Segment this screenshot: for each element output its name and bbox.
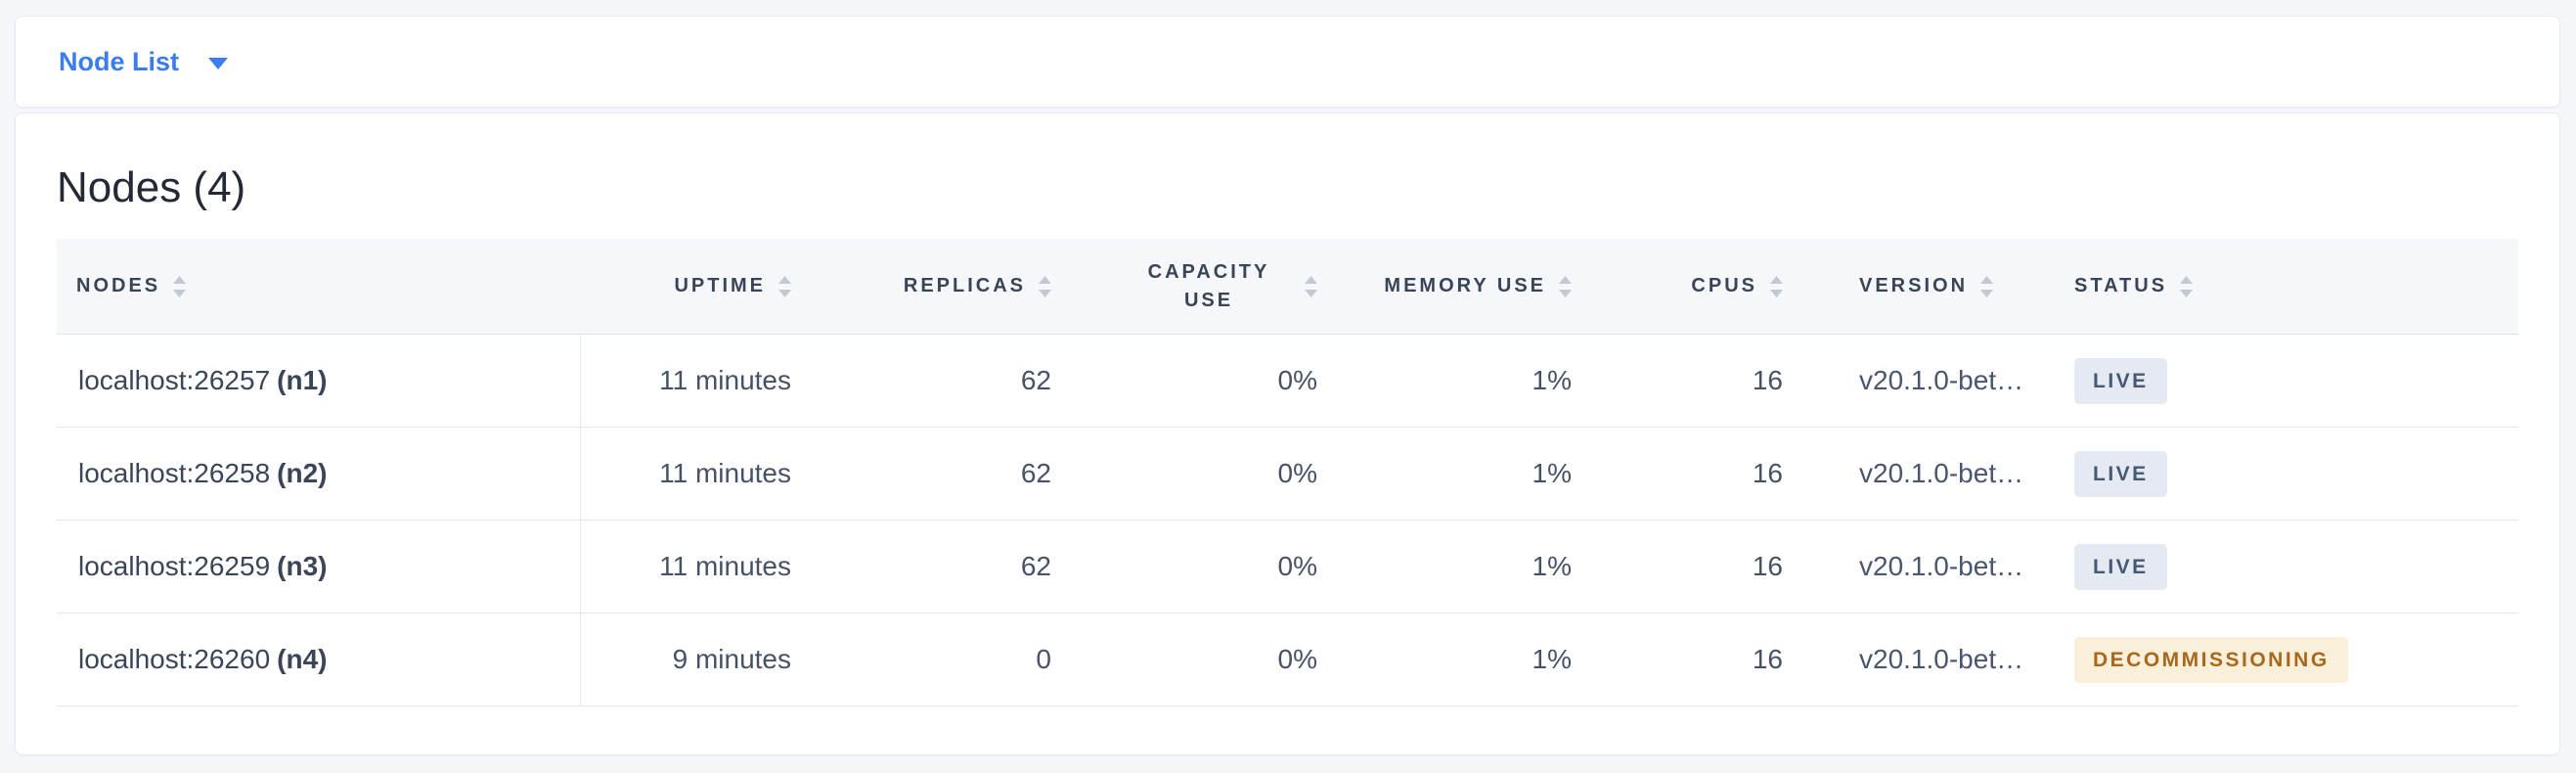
table-row: localhost:26257 (n1) 11 minutes 62 0% 1% … <box>57 334 2518 429</box>
sort-arrows-icon <box>1559 275 1572 297</box>
status-badge: DECOMMISSIONING <box>2074 636 2348 683</box>
node-address-cell: localhost:26259 (n3) <box>57 520 581 614</box>
replicas-cell: 62 <box>824 334 1085 429</box>
version-cell: v20.1.0-bet… <box>1816 427 2040 522</box>
status-cell: LIVE <box>2040 520 2518 614</box>
sort-arrows-icon <box>1770 275 1783 297</box>
nodes-card: Nodes (4) NODES UPTIME REPLIC <box>15 113 2560 755</box>
memory-use-cell: 1% <box>1351 427 1605 522</box>
version-cell: v20.1.0-bet… <box>1816 334 2040 429</box>
column-header-version[interactable]: VERSION <box>1816 239 2040 336</box>
replicas-cell: 62 <box>824 520 1085 614</box>
nodes-table: NODES UPTIME REPLICAS CAPACITY USE <box>57 239 2518 707</box>
node-list-dropdown[interactable]: Node List <box>59 46 229 77</box>
capacity-use-cell: 0% <box>1085 334 1351 429</box>
column-header-nodes[interactable]: NODES <box>57 239 580 336</box>
column-header-cpus[interactable]: CPUS <box>1605 239 1816 336</box>
uptime-cell: 9 minutes <box>580 613 824 707</box>
column-header-status[interactable]: STATUS <box>2040 239 2518 336</box>
sort-arrows-icon <box>1305 275 1317 297</box>
column-header-capacity-use[interactable]: CAPACITY USE <box>1085 239 1351 336</box>
cpus-cell: 16 <box>1605 427 1816 522</box>
sort-arrows-icon <box>1980 275 1994 297</box>
caret-down-icon <box>208 58 229 69</box>
memory-use-cell: 1% <box>1351 520 1605 614</box>
node-address: localhost:26260 <box>78 644 271 675</box>
table-row: localhost:26259 (n3) 11 minutes 62 0% 1% … <box>57 520 2518 614</box>
node-address-cell: localhost:26258 (n2) <box>57 427 581 522</box>
status-badge: LIVE <box>2074 543 2167 590</box>
capacity-use-cell: 0% <box>1085 427 1351 522</box>
page-title: Nodes (4) <box>57 163 246 211</box>
sort-arrows-icon <box>2180 275 2194 297</box>
node-address-cell: localhost:26260 (n4) <box>57 613 581 707</box>
column-header-replicas[interactable]: REPLICAS <box>824 239 1085 336</box>
node-id: (n4) <box>277 644 328 675</box>
node-address: localhost:26258 <box>78 458 271 489</box>
cpus-cell: 16 <box>1605 520 1816 614</box>
node-list-dropdown-label: Node List <box>59 46 180 76</box>
uptime-cell: 11 minutes <box>580 520 824 614</box>
capacity-use-cell: 0% <box>1085 520 1351 614</box>
column-header-uptime[interactable]: UPTIME <box>580 239 824 336</box>
status-cell: LIVE <box>2040 427 2518 522</box>
version-cell: v20.1.0-bet… <box>1816 613 2040 707</box>
version-cell: v20.1.0-bet… <box>1816 520 2040 614</box>
replicas-cell: 0 <box>824 613 1085 707</box>
status-badge: LIVE <box>2074 450 2167 497</box>
cpus-cell: 16 <box>1605 334 1816 429</box>
column-header-memory-use[interactable]: MEMORY USE <box>1351 239 1605 336</box>
node-address-cell: localhost:26257 (n1) <box>57 334 581 429</box>
capacity-use-cell: 0% <box>1085 613 1351 707</box>
uptime-cell: 11 minutes <box>580 427 824 522</box>
replicas-cell: 62 <box>824 427 1085 522</box>
table-row: localhost:26258 (n2) 11 minutes 62 0% 1% … <box>57 427 2518 522</box>
node-address: localhost:26257 <box>78 365 271 396</box>
node-id: (n1) <box>277 365 328 396</box>
memory-use-cell: 1% <box>1351 334 1605 429</box>
cpus-cell: 16 <box>1605 613 1816 707</box>
table-header-row: NODES UPTIME REPLICAS CAPACITY USE <box>57 239 2518 336</box>
view-selector-bar: Node List <box>15 16 2560 108</box>
table-row: localhost:26260 (n4) 9 minutes 0 0% 1% 16… <box>57 613 2518 707</box>
status-badge: LIVE <box>2074 357 2167 404</box>
node-id: (n2) <box>277 458 328 489</box>
memory-use-cell: 1% <box>1351 613 1605 707</box>
uptime-cell: 11 minutes <box>580 334 824 429</box>
sort-arrows-icon <box>778 275 791 297</box>
sort-arrows-icon <box>1039 275 1051 297</box>
status-cell: DECOMMISSIONING <box>2040 613 2518 707</box>
sort-arrows-icon <box>173 275 187 297</box>
status-cell: LIVE <box>2040 334 2518 429</box>
node-address: localhost:26259 <box>78 551 271 582</box>
page: Node List Nodes (4) NODES UPTIME <box>15 16 2560 755</box>
node-id: (n3) <box>277 551 328 582</box>
